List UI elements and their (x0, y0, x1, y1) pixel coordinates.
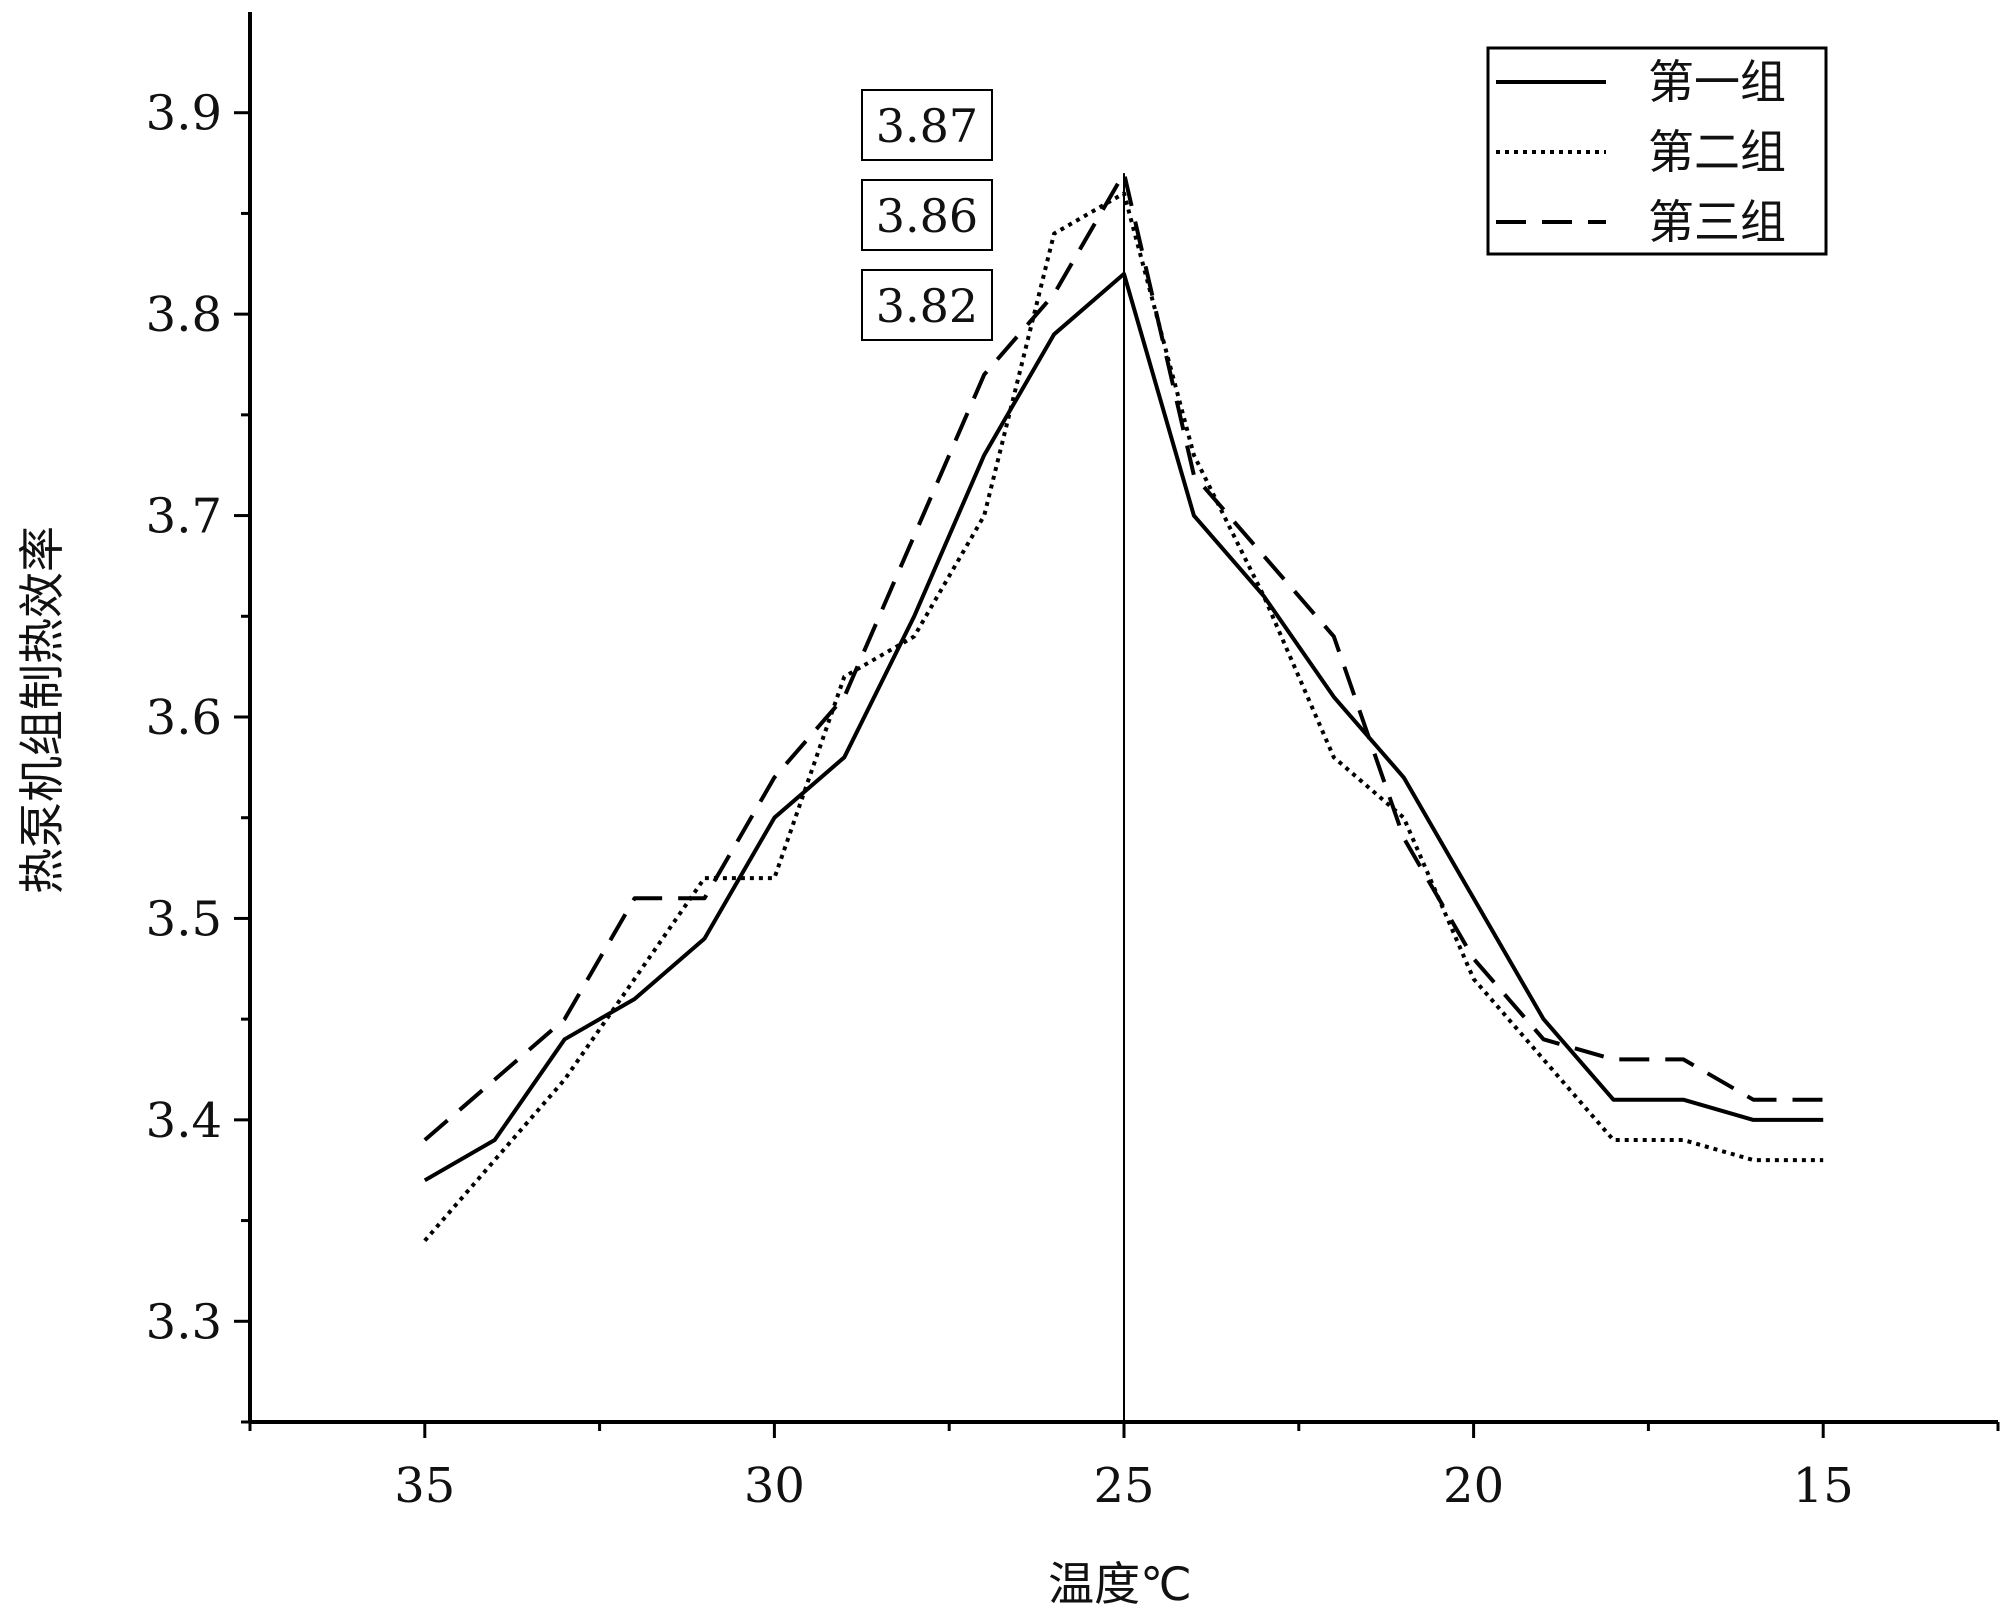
x-tick-label: 20 (1443, 1458, 1504, 1514)
series-line-dotted (423, 191, 1824, 1243)
series-line-dashed (423, 171, 1824, 1142)
y-tick-label: 3.8 (146, 287, 222, 343)
annotation-label: 3.87 (876, 99, 978, 153)
annotation-box (861, 179, 993, 251)
x-tick-label: 15 (1793, 1458, 1854, 1514)
y-tick-label: 3.4 (146, 1093, 222, 1149)
y-tick-label: 3.9 (146, 86, 222, 142)
x-tick-label: 30 (744, 1458, 805, 1514)
axes: 3.3 3.4 3.5 3.6 3.7 3.8 3.9 35 30 25 20 15 (146, 12, 2000, 1514)
x-axis-title: 温度℃ (1048, 1557, 1192, 1611)
annotation-group: 3.87 3.86 3.82 (861, 89, 993, 341)
x-tick-label: 35 (394, 1458, 455, 1514)
y-tick-label: 3.5 (146, 891, 222, 947)
y-axis-title: 热泵机组制热效率 (15, 526, 69, 894)
y-tick-label: 3.6 (146, 690, 222, 746)
annotation-box (861, 269, 993, 341)
legend-label: 第一组 (1648, 55, 1786, 109)
annotation-label: 3.86 (876, 189, 978, 243)
annotation-box (861, 89, 993, 161)
legend-label: 第二组 (1648, 125, 1786, 179)
y-tick-label: 3.7 (146, 489, 222, 545)
annotation-label: 3.82 (876, 279, 978, 333)
legend-label: 第三组 (1648, 195, 1786, 249)
series-group (423, 171, 1824, 1243)
series-line-solid (423, 271, 1824, 1183)
x-tick-label: 25 (1093, 1458, 1154, 1514)
y-tick-label: 3.3 (146, 1294, 222, 1350)
